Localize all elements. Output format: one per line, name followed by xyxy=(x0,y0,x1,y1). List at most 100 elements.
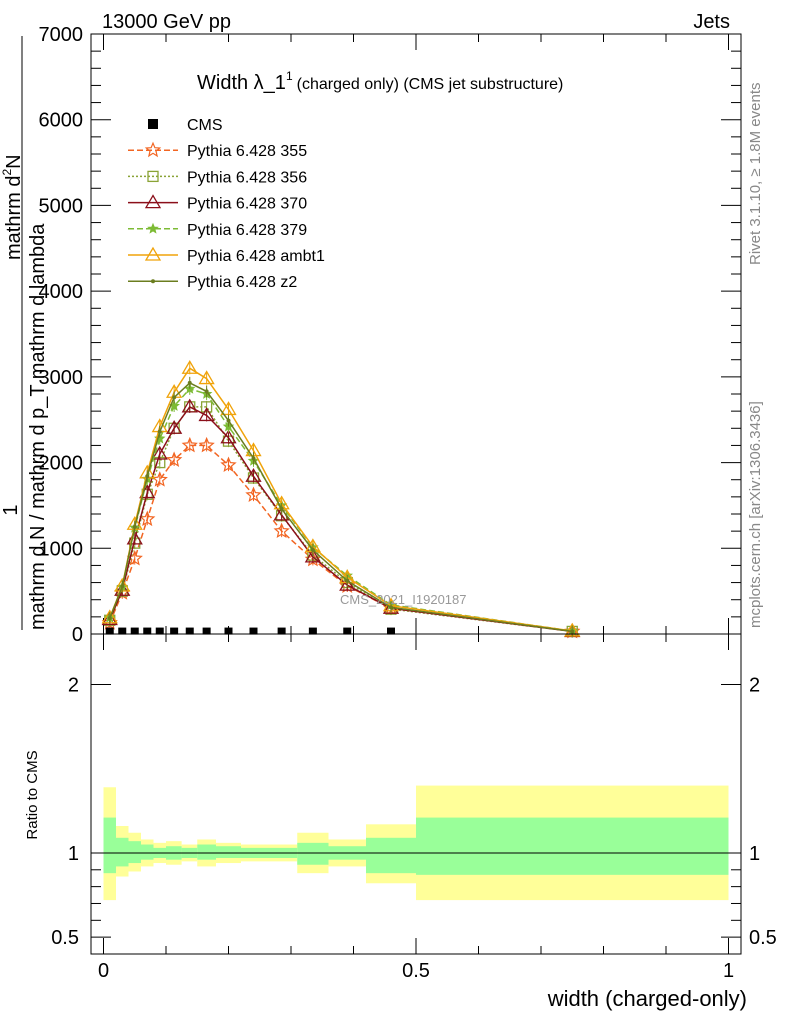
series-marker xyxy=(151,445,168,460)
series-marker xyxy=(187,380,192,385)
ratio-y-tick-label: 1 xyxy=(68,843,79,865)
series-marker xyxy=(144,246,162,261)
ratio-y-tick-labels: 0.5 0.5 1 1 2 2 xyxy=(51,675,777,950)
series-marker xyxy=(198,407,215,422)
series-marker xyxy=(172,395,177,400)
legend-label: Pythia 6.428 370 xyxy=(187,196,307,213)
cms-point xyxy=(277,627,286,635)
series-marker xyxy=(166,451,183,467)
series-marker xyxy=(147,222,159,234)
cms-point xyxy=(105,627,114,635)
ratio-y-label: Ratio to CMS xyxy=(24,750,41,839)
ratio-panel: 0.5 0.51 12 2 0 0.5 1 Ratio to CMS width (cha… xyxy=(24,633,777,1011)
y-tick-label: 2000 xyxy=(39,453,84,475)
ratio-band-inner xyxy=(366,837,416,874)
ratio-bands xyxy=(103,785,729,901)
series-marker xyxy=(204,389,209,394)
series-marker xyxy=(157,429,162,434)
series-marker xyxy=(181,436,198,453)
ratio-ticks xyxy=(91,634,741,954)
y-tick-label: 7000 xyxy=(39,24,84,46)
cms-point xyxy=(202,627,211,635)
legend-label: Pythia 6.428 ambt1 xyxy=(187,248,325,265)
ratio-band-inner xyxy=(116,837,129,867)
cms-point xyxy=(308,627,317,635)
x-tick-label: 0.5 xyxy=(402,960,430,982)
y-tick-label: 0 xyxy=(72,624,83,646)
series-marker xyxy=(220,429,237,444)
x-tick-label: 1 xyxy=(723,960,734,982)
ratio-y-tick-label: 0.5 xyxy=(51,927,79,949)
series-marker xyxy=(198,436,215,453)
legend-label: Pythia 6.428 379 xyxy=(187,222,307,239)
main-y-label: 1 mathrm d N / mathrm d p_T mathrm d lam… xyxy=(0,36,49,630)
ratio-y-tick-label-right: 0.5 xyxy=(749,927,777,949)
cms-point xyxy=(343,627,352,635)
series-marker xyxy=(245,467,262,482)
series-marker xyxy=(165,419,183,434)
ratio-y-tick-label-right: 1 xyxy=(749,843,760,865)
series-marker xyxy=(570,629,575,634)
series-marker xyxy=(273,522,290,539)
series-marker xyxy=(132,524,137,529)
legend-label: CMS xyxy=(187,117,223,134)
series-marker xyxy=(107,616,112,621)
series-marker xyxy=(345,578,350,583)
series-pythia-6-428-355 xyxy=(101,436,581,639)
cms-point xyxy=(249,627,258,635)
x-tick-label: 0 xyxy=(98,960,109,982)
cms-points xyxy=(105,627,395,635)
series-marker xyxy=(251,456,256,461)
cms-point xyxy=(130,627,139,635)
ratio-y-tick-label: 2 xyxy=(68,675,79,697)
series-marker xyxy=(126,550,143,566)
ratio-band-inner xyxy=(197,844,216,860)
series-pythia-6-428-z2 xyxy=(107,376,575,638)
ratio-band-inner xyxy=(297,842,329,865)
series-marker xyxy=(151,279,155,284)
cms-point xyxy=(118,627,127,635)
y-tick-label: 1000 xyxy=(39,538,84,560)
chart-title: Width λ_11 (charged only) (CMS jet substr… xyxy=(197,69,563,94)
series-marker xyxy=(339,576,356,591)
y-label-top-mathrm: mathrm d2N xyxy=(0,154,25,260)
legend: CMS Pythia 6.428 355 Pythia 6.428 356 Pythi… xyxy=(128,117,325,291)
series-marker xyxy=(220,456,237,473)
ratio-band-inner xyxy=(216,846,241,858)
series-marker xyxy=(304,548,322,563)
series-marker xyxy=(310,548,315,552)
ratio-band-inner xyxy=(416,817,729,875)
ratio-band-inner xyxy=(141,844,154,860)
y-tick-label: 6000 xyxy=(39,110,84,132)
ratio-y-tick-label-right: 2 xyxy=(749,675,760,697)
series-marker xyxy=(389,605,393,610)
legend-label: Pythia 6.428 356 xyxy=(187,169,307,186)
header-left: 13000 GeV pp xyxy=(102,11,231,33)
series-marker xyxy=(279,506,284,511)
series-marker xyxy=(101,611,118,626)
legend-label: Pythia 6.428 z2 xyxy=(187,274,297,291)
series-marker xyxy=(147,170,159,183)
ratio-band-inner xyxy=(128,841,141,864)
y-label-numerator: 1 xyxy=(0,504,22,515)
series-marker xyxy=(226,418,231,423)
series-marker xyxy=(126,530,143,545)
series-marker xyxy=(220,401,237,416)
y-tick-label: 4000 xyxy=(39,281,84,303)
ratio-band-inner xyxy=(103,817,116,874)
rivet-label: Rivet 3.1.10, ≥ 1.8M events xyxy=(747,83,764,266)
cms-point xyxy=(185,627,194,635)
y-tick-label: 3000 xyxy=(39,367,84,389)
legend-cms-marker xyxy=(148,119,158,129)
cms-point xyxy=(155,627,164,635)
cms-point xyxy=(224,627,233,635)
ratio-x-tick-labels: 0 0.5 1 xyxy=(98,960,734,982)
series-marker xyxy=(120,584,125,589)
series-marker xyxy=(144,194,162,209)
series-marker xyxy=(198,370,215,385)
main-ticks xyxy=(91,33,741,635)
series-marker xyxy=(245,486,262,503)
cms-point xyxy=(170,627,179,635)
main-y-tick-labels: 0 1000 2000 3000 4000 5000 6000 7000 xyxy=(39,24,84,646)
